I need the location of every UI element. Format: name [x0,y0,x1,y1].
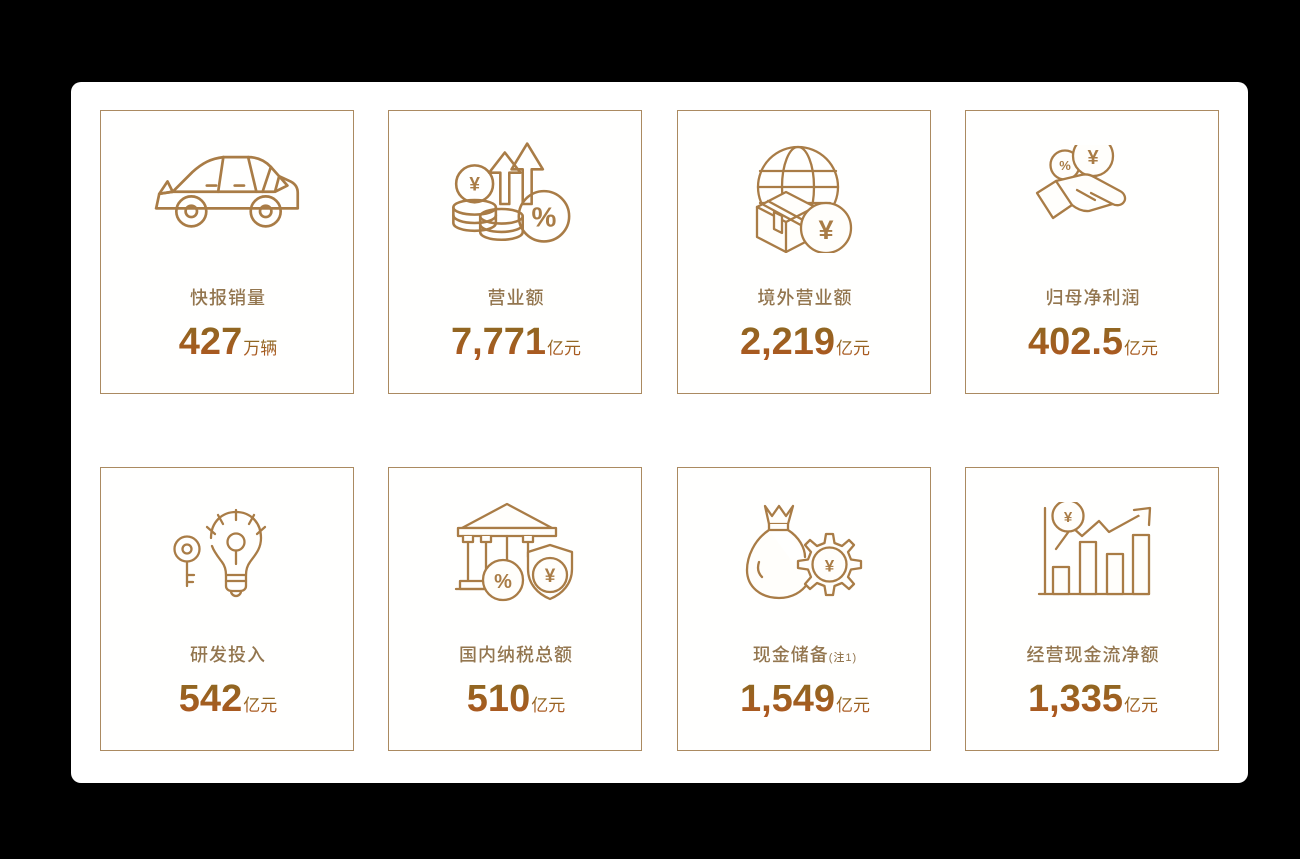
svg-text:¥: ¥ [1087,147,1099,169]
svg-text:¥: ¥ [469,174,480,195]
svg-text:¥: ¥ [1064,509,1073,526]
svg-text:%: % [494,571,512,593]
svg-text:¥: ¥ [825,557,835,576]
svg-text:¥: ¥ [545,566,556,587]
svg-text:%: % [532,201,557,232]
svg-text:¥: ¥ [818,215,833,245]
svg-text:%: % [1059,158,1071,173]
